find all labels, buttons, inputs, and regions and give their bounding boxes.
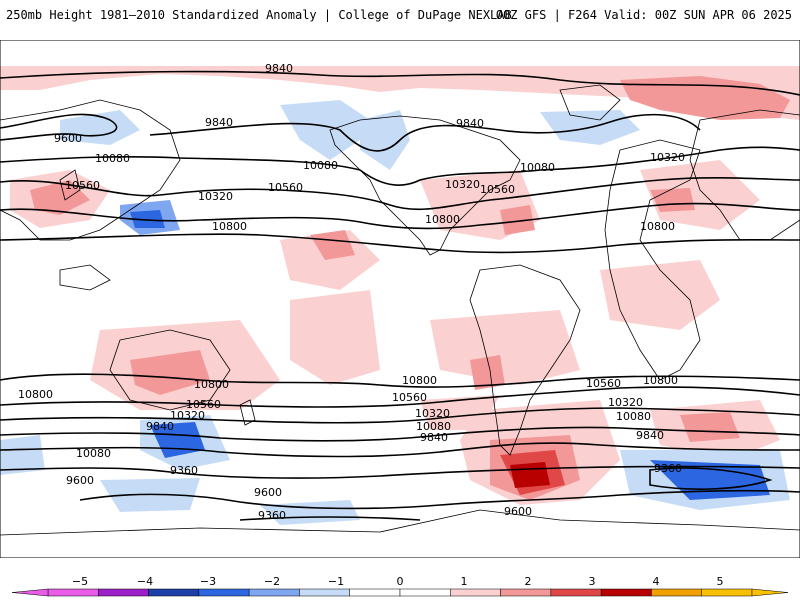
contour-label: 10800 — [425, 213, 460, 226]
height-contours — [0, 70, 800, 521]
contour-label: 10080 — [303, 159, 338, 172]
contour-label: 9360 — [654, 462, 682, 475]
colorbar-swatch — [349, 588, 401, 597]
colorbar-tick: 2 — [525, 575, 532, 588]
anomaly-map: 9840 9600 10080 10560 10320 10800 9840 1… — [0, 40, 800, 558]
contour-label: 10320 — [415, 407, 450, 420]
colorbar-tick: 3 — [589, 575, 596, 588]
contour-label: 10560 — [186, 398, 221, 411]
contour-label: 9600 — [504, 505, 532, 518]
colorbar-swatch — [248, 588, 300, 597]
header: 250mb Height 1981–2010 Standardized Anom… — [0, 0, 800, 32]
colorbar-tick: −4 — [137, 575, 153, 588]
contour-label: 9600 — [254, 486, 282, 499]
map-svg: 9840 9600 10080 10560 10320 10800 9840 1… — [0, 40, 800, 558]
contour-labels: 9840 9600 10080 10560 10320 10800 9840 1… — [18, 62, 685, 522]
colorbar: −5 −4 −3 −2 −1 0 1 2 3 4 5 — [0, 572, 800, 600]
colorbar-swatch — [98, 588, 149, 597]
contour-label: 10800 — [18, 388, 53, 401]
colorbar-swatch — [701, 588, 753, 597]
contour-label: 10560 — [392, 391, 427, 404]
contour-label: 10560 — [268, 181, 303, 194]
contour-label: 10080 — [616, 410, 651, 423]
contour-label: 9840 — [456, 117, 484, 130]
contour-label: 10560 — [65, 179, 100, 192]
contour-label: 10560 — [480, 183, 515, 196]
colorbar-tick: −2 — [264, 575, 280, 588]
contour-label: 9840 — [265, 62, 293, 75]
colorbar-swatch — [550, 588, 602, 597]
colorbar-min-arrow — [11, 588, 49, 597]
contour-label: 9840 — [146, 420, 174, 433]
contour-label: 10320 — [608, 396, 643, 409]
colorbar-swatch — [198, 588, 250, 597]
contour-label: 10560 — [586, 377, 621, 390]
contour-label: 10080 — [76, 447, 111, 460]
contour-label: 10800 — [640, 220, 675, 233]
contour-label: 10320 — [170, 409, 205, 422]
contour-label: 10320 — [445, 178, 480, 191]
contour-label: 9600 — [54, 132, 82, 145]
contour-label: 10080 — [95, 152, 130, 165]
colorbar-swatch — [600, 588, 652, 597]
contour-label: 9360 — [170, 464, 198, 477]
contour-label: 9840 — [205, 116, 233, 129]
colorbar-tick: 5 — [717, 575, 724, 588]
colorbar-tick: 1 — [461, 575, 468, 588]
contour-label: 10800 — [212, 220, 247, 233]
colorbar-tick: 4 — [653, 575, 660, 588]
contour-label: 9360 — [258, 509, 286, 522]
colorbar-tick: −3 — [200, 575, 216, 588]
contour-label: 10800 — [643, 374, 678, 387]
contour-label: 9840 — [420, 431, 448, 444]
colorbar-max-arrow — [751, 588, 789, 597]
colorbar-tick: −1 — [328, 575, 344, 588]
contour-label: 9840 — [636, 429, 664, 442]
contour-label: 10800 — [402, 374, 437, 387]
colorbar-ticks: −5 −4 −3 −2 −1 0 1 2 3 4 5 — [72, 575, 724, 588]
colorbar-swatch — [651, 588, 702, 597]
colorbar-tick: 0 — [397, 575, 404, 588]
contour-label: 10320 — [650, 151, 685, 164]
colorbar-swatch — [299, 588, 350, 597]
colorbar-tick: −5 — [72, 575, 88, 588]
colorbar-swatches — [11, 588, 789, 597]
model-valid-time: 00Z GFS | F264 Valid: 00Z SUN APR 06 202… — [495, 8, 792, 22]
contour-label: 10080 — [416, 420, 451, 433]
colorbar-swatch — [148, 588, 200, 597]
contour-label: 10320 — [198, 190, 233, 203]
contour-label: 10080 — [520, 161, 555, 174]
colorbar-svg: −5 −4 −3 −2 −1 0 1 2 3 4 5 — [11, 575, 789, 597]
contour-label: 9600 — [66, 474, 94, 487]
colorbar-swatch — [450, 588, 501, 597]
colorbar-swatch — [399, 588, 451, 597]
colorbar-swatch — [500, 588, 552, 597]
contour-label: 10800 — [194, 378, 229, 391]
map-title: 250mb Height 1981–2010 Standardized Anom… — [6, 8, 512, 22]
colorbar-swatch — [47, 588, 99, 597]
